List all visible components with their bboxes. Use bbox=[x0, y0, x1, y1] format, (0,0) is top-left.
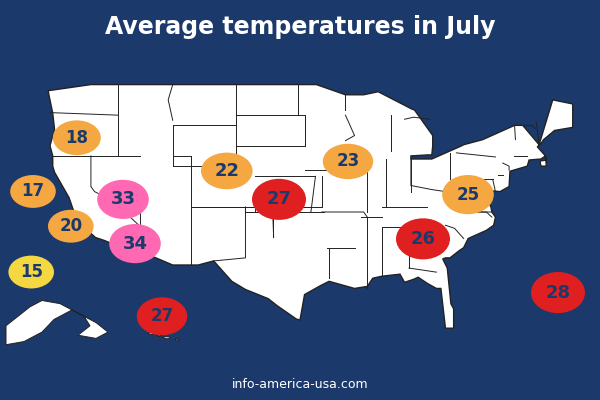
Ellipse shape bbox=[396, 218, 450, 260]
Ellipse shape bbox=[175, 339, 179, 340]
Ellipse shape bbox=[10, 175, 56, 208]
Ellipse shape bbox=[201, 152, 253, 189]
Text: 18: 18 bbox=[65, 129, 88, 147]
Ellipse shape bbox=[109, 224, 161, 263]
Ellipse shape bbox=[137, 297, 187, 335]
Text: 27: 27 bbox=[266, 190, 292, 208]
Ellipse shape bbox=[323, 144, 373, 179]
Text: 22: 22 bbox=[214, 162, 239, 180]
Text: 15: 15 bbox=[20, 263, 43, 281]
Text: 28: 28 bbox=[545, 284, 571, 302]
Text: 26: 26 bbox=[410, 230, 436, 248]
Ellipse shape bbox=[53, 120, 101, 155]
Text: 27: 27 bbox=[151, 307, 173, 325]
Text: 34: 34 bbox=[122, 234, 148, 253]
Ellipse shape bbox=[163, 337, 170, 339]
Ellipse shape bbox=[148, 333, 154, 334]
Text: 25: 25 bbox=[457, 186, 479, 204]
Polygon shape bbox=[48, 84, 573, 328]
Ellipse shape bbox=[442, 175, 494, 214]
Text: 33: 33 bbox=[110, 190, 136, 208]
Text: 23: 23 bbox=[337, 152, 359, 170]
Text: 20: 20 bbox=[59, 217, 82, 235]
Text: info-america-usa.com: info-america-usa.com bbox=[232, 378, 368, 392]
Polygon shape bbox=[6, 300, 108, 345]
Ellipse shape bbox=[8, 256, 54, 288]
Ellipse shape bbox=[531, 272, 585, 313]
Ellipse shape bbox=[48, 210, 94, 243]
Ellipse shape bbox=[97, 180, 149, 219]
Ellipse shape bbox=[252, 179, 306, 220]
Text: 17: 17 bbox=[22, 182, 44, 200]
Ellipse shape bbox=[157, 335, 161, 336]
Text: Average temperatures in July: Average temperatures in July bbox=[105, 15, 495, 39]
